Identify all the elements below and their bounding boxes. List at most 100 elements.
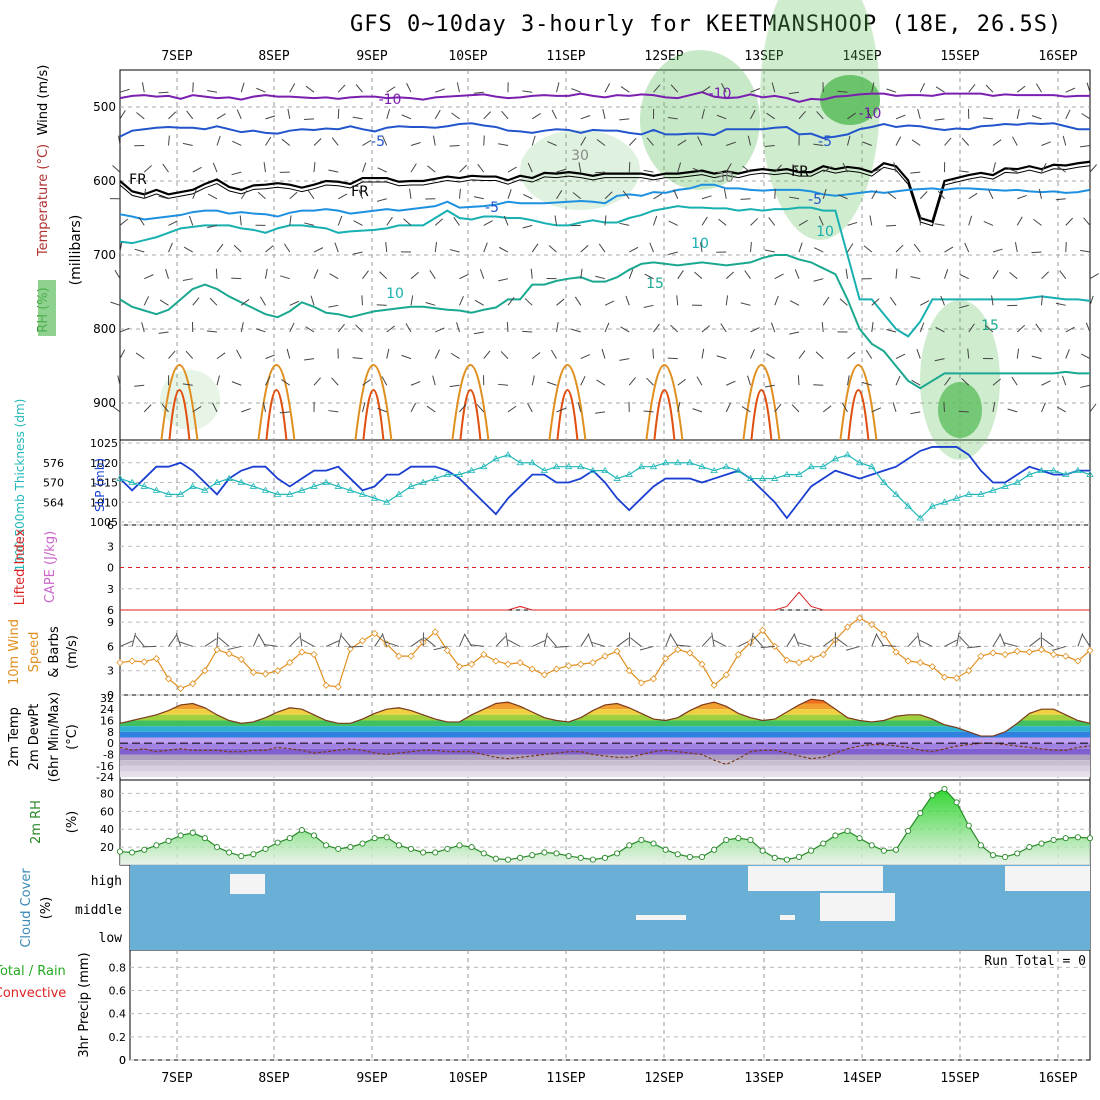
- wind-speed-marker: [455, 663, 464, 671]
- wind-barb: [257, 191, 266, 200]
- wind-barb: [863, 245, 873, 253]
- wind-barb: [1065, 349, 1070, 359]
- wind-speed-axis-label: Speed: [27, 632, 42, 673]
- wind-speed-marker: [261, 670, 270, 678]
- wind-barb: [498, 246, 509, 253]
- wind-speed-marker: [468, 660, 476, 668]
- wind-barb-10m: [341, 635, 351, 647]
- wind-barb-10m: [135, 635, 145, 647]
- wind-barb: [216, 352, 226, 360]
- temp-band: [120, 743, 1090, 749]
- wind-barb: [427, 165, 436, 173]
- wind-barb: [934, 223, 945, 226]
- rh2m-marker: [989, 852, 997, 859]
- wind-barb: [768, 217, 776, 226]
- wind-speed-marker: [407, 652, 415, 660]
- wind-barb: [725, 295, 729, 306]
- wind-barb: [596, 139, 606, 146]
- thickness-marker: [164, 490, 173, 497]
- wind-speed-marker: [1025, 648, 1033, 656]
- wind-barb-10m: [119, 640, 134, 647]
- wind-barb: [265, 354, 275, 360]
- contour-label: -10: [709, 86, 732, 102]
- contour-label: -5: [808, 192, 822, 208]
- thickness-marker: [589, 466, 597, 474]
- wind-barb: [919, 215, 922, 226]
- x-tick-bottom: 7SEP: [161, 1071, 192, 1086]
- isotherm-FR-double: [119, 165, 1091, 227]
- thickness-marker: [1049, 466, 1058, 474]
- rh2m-marker: [420, 849, 427, 856]
- wind-barb-10m: [385, 641, 400, 647]
- wind-barb-10m: [919, 639, 933, 647]
- wind-barb: [604, 215, 607, 226]
- wind-barb: [676, 295, 679, 306]
- rh2m-marker: [298, 827, 305, 834]
- wind-barb: [652, 348, 654, 359]
- wind-barb: [192, 406, 202, 413]
- rh2m-marker: [1038, 840, 1045, 847]
- wind-barb: [313, 247, 324, 253]
- wind-barb: [449, 384, 460, 388]
- wind-barb: [548, 245, 557, 253]
- thickness-marker: [698, 462, 706, 470]
- thickness-marker: [1013, 478, 1021, 485]
- wind-barb: [240, 190, 248, 200]
- rh2m-marker: [941, 785, 948, 792]
- x-tick-top: 12SEP: [644, 49, 683, 64]
- wind-barb: [1089, 164, 1097, 173]
- wind-barb-10m: [505, 632, 509, 647]
- wind-barb-10m: [554, 645, 569, 648]
- wind-barb: [1089, 403, 1097, 413]
- wind-barb: [598, 243, 606, 253]
- wind-speed-marker: [637, 679, 645, 687]
- wind-barb: [337, 215, 343, 226]
- thickness-marker: [965, 490, 973, 497]
- wind-barb-10m: [289, 636, 301, 647]
- pressure-tick: 500: [93, 100, 116, 114]
- wind-barb: [919, 322, 925, 333]
- wind-barb: [1062, 135, 1067, 146]
- thickness-marker: [710, 466, 718, 474]
- rh2m-marker: [553, 850, 560, 857]
- minmax-axis-label: (6hr Min/Max): [47, 692, 62, 782]
- wind-barb: [523, 193, 533, 200]
- rh2m-marker: [965, 822, 972, 829]
- wind-barb: [134, 248, 145, 253]
- wind-barb: [968, 215, 973, 226]
- thickness-marker: [928, 502, 937, 509]
- wind-speed-marker: [322, 681, 330, 689]
- wind-barb: [774, 164, 783, 173]
- wind-barb: [701, 348, 705, 359]
- wind-barb: [892, 402, 897, 413]
- wind-speed-marker: [577, 660, 585, 668]
- wind-barb: [473, 91, 484, 94]
- wind-barbs: [109, 82, 1099, 415]
- wind-barb: [816, 111, 824, 120]
- thickness-marker: [734, 466, 743, 474]
- rh2m-marker: [201, 835, 208, 842]
- wind-barb: [667, 251, 678, 256]
- wind-speed-marker: [225, 650, 233, 658]
- temp2m-axis-label: 2m Temp: [7, 707, 22, 767]
- wind-barb: [750, 109, 756, 120]
- wind-barb: [847, 351, 856, 359]
- wind-barb: [136, 112, 145, 120]
- wind-barb: [643, 410, 654, 413]
- wind-barb: [376, 304, 387, 306]
- wind-barb: [920, 300, 930, 306]
- wind-barb: [847, 221, 858, 226]
- rh2m-marker: [456, 842, 463, 849]
- wind-barb: [1031, 251, 1042, 254]
- rh2m-marker: [238, 853, 245, 860]
- wind-barb: [847, 243, 854, 253]
- rh2m-marker: [638, 836, 645, 843]
- slp-tick: 1025: [90, 437, 118, 450]
- wind-speed-marker: [601, 652, 609, 660]
- wind-barb: [643, 304, 654, 309]
- wind-barb-10m: [532, 640, 546, 647]
- wind-barb: [774, 273, 784, 280]
- rh2m-marker: [468, 844, 475, 851]
- wind-speed-marker: [759, 626, 767, 634]
- thickness-line: [119, 454, 1091, 519]
